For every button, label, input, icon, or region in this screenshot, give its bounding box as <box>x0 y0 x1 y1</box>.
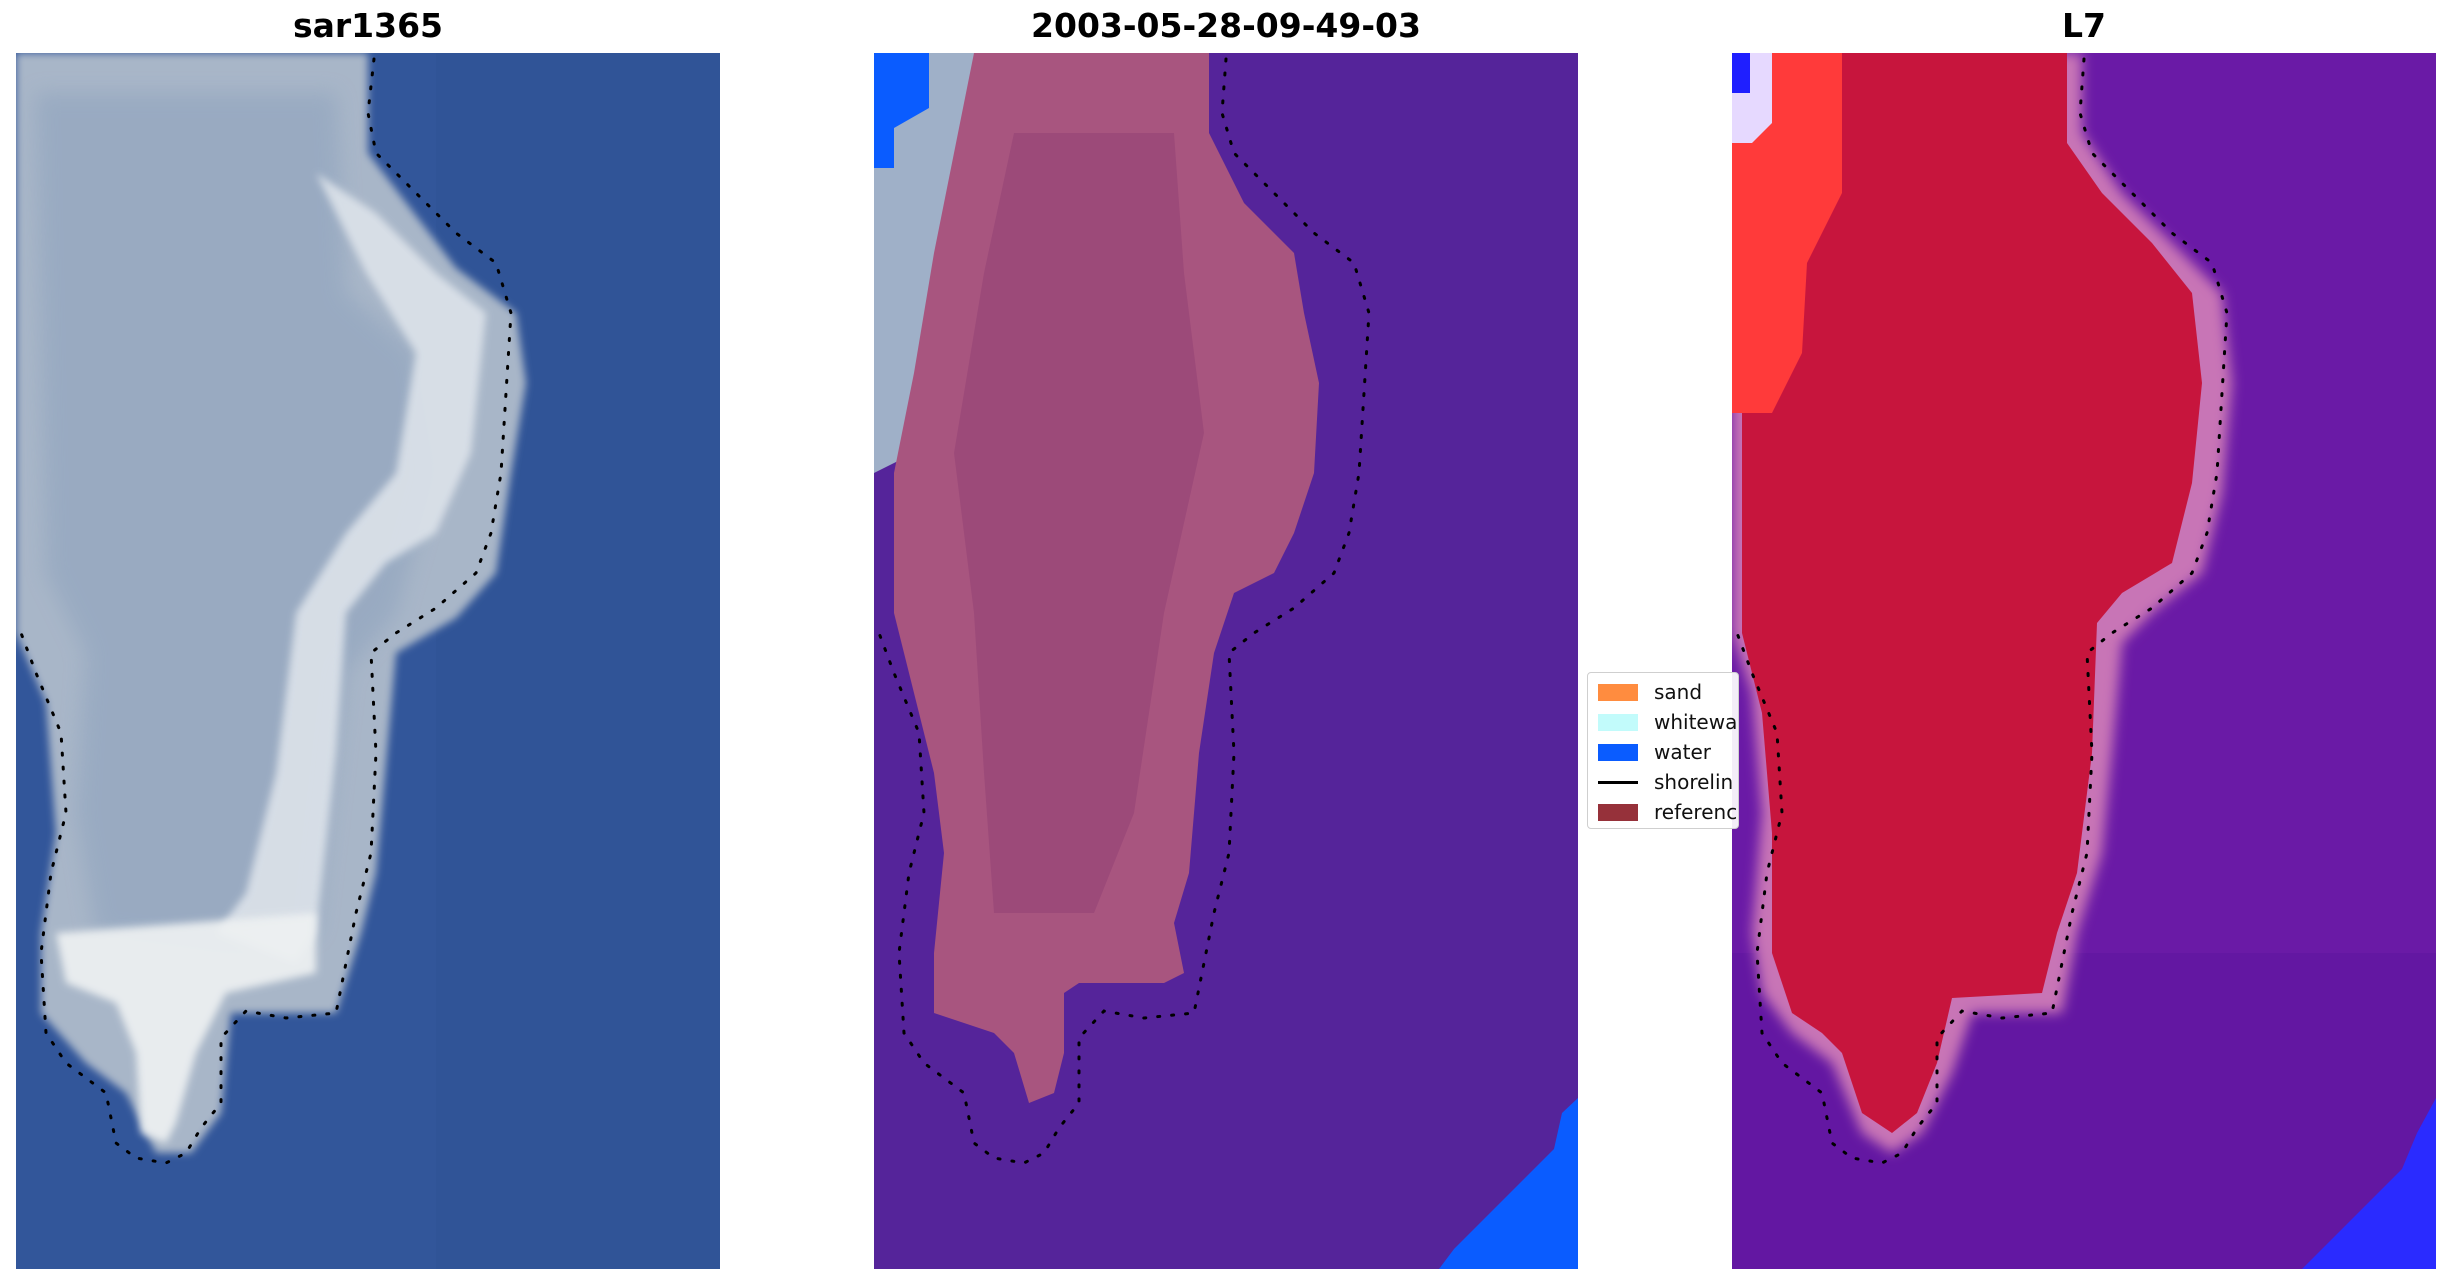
reference-swatch <box>1598 803 1638 821</box>
shoreline-line-swatch <box>1598 780 1638 784</box>
legend-item-sand: sand <box>1598 679 1702 705</box>
legend-label-reference: referenc <box>1654 800 1738 824</box>
index-blue-bottom-right <box>2302 1098 2436 1269</box>
legend-item-water: water <box>1598 739 1711 765</box>
panel-title-classified: 2003-05-28-09-49-03 <box>1031 6 1421 45</box>
panel-title-index: L7 <box>2062 6 2106 45</box>
classified-image <box>874 53 1578 1269</box>
sand-swatch <box>1598 683 1638 701</box>
legend-label-sand: sand <box>1654 680 1703 704</box>
legend-label-water: water <box>1654 740 1711 764</box>
index-land <box>1742 53 2202 1133</box>
water-top-left <box>874 53 929 168</box>
index-land-bright-left <box>1732 53 1842 413</box>
panel-title-rgb: sar1365 <box>292 6 444 45</box>
rgb-image-panel <box>16 53 720 1269</box>
bright-south-spit <box>56 913 316 1143</box>
rgb-image <box>16 53 720 1269</box>
classified-island-shade <box>954 133 1204 913</box>
legend-label-shoreline: shorelin <box>1654 770 1734 794</box>
classified-image-panel <box>874 53 1578 1269</box>
legend-item-reference: referenc <box>1598 799 1737 825</box>
legend-item-shoreline: shorelin <box>1598 769 1733 795</box>
reference-shoreline <box>1735 57 2229 1165</box>
index-image <box>1732 53 2436 1269</box>
reference-shoreline <box>877 57 1371 1165</box>
water-swatch <box>1598 743 1638 761</box>
legend-item-whitewater: whitewa <box>1598 709 1737 735</box>
legend: sand whitewa water shorelin referenc <box>1587 672 1739 829</box>
whitewater-swatch <box>1598 713 1638 731</box>
reference-shoreline <box>19 57 513 1165</box>
legend-label-whitewater: whitewa <box>1654 710 1738 734</box>
index-image-panel <box>1732 53 2436 1269</box>
ocean-shade <box>436 53 720 1269</box>
water-bottom-right <box>1439 1098 1578 1269</box>
bright-beach <box>216 173 486 963</box>
classified-island <box>894 53 1319 1103</box>
index-blue-top-left <box>1732 53 1750 93</box>
